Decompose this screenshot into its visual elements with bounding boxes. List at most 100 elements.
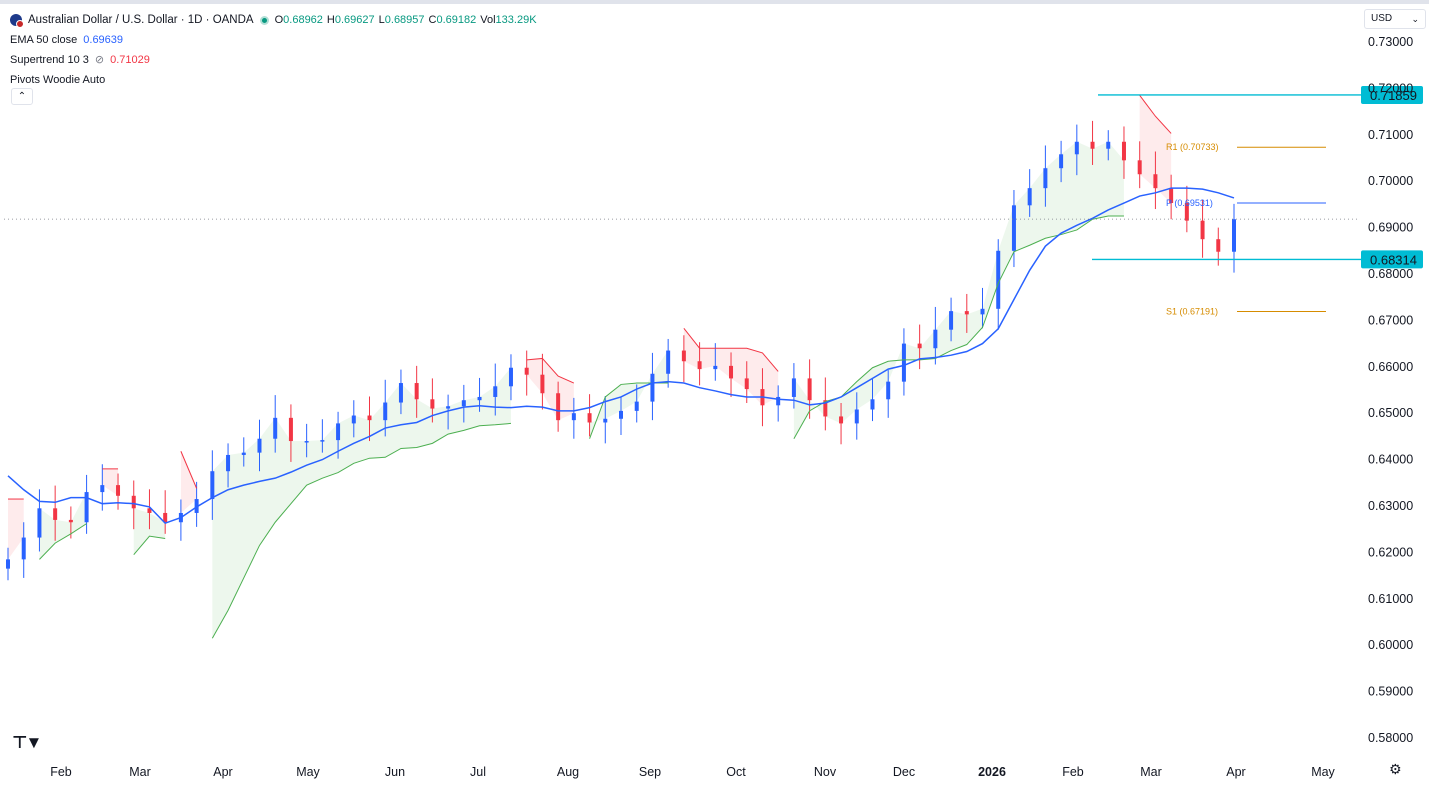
candle-body — [461, 400, 466, 407]
symbol-row[interactable]: Australian Dollar / U.S. Dollar · 1D · O… — [10, 10, 541, 30]
currency-label: USD — [1371, 13, 1393, 24]
currency-selector[interactable]: USD ⌄ — [1364, 9, 1426, 29]
candle-body — [6, 559, 10, 569]
collapse-legend-button[interactable]: ⌃ — [11, 88, 33, 105]
candle-body — [21, 537, 26, 560]
chart-legend: Australian Dollar / U.S. Dollar · 1D · O… — [10, 10, 541, 90]
supertrend-up-line — [211, 422, 512, 639]
ema-value: 0.69639 — [83, 34, 124, 46]
supertrend-down-line — [526, 357, 575, 384]
pivots-label: Pivots Woodie Auto — [10, 74, 106, 86]
y-tick-label: 0.64000 — [1368, 453, 1413, 467]
y-tick-label: 0.67000 — [1368, 313, 1413, 327]
candle-body — [367, 415, 372, 421]
supertrend-down-fill — [180, 451, 197, 513]
candle-body — [524, 367, 529, 375]
candle-body — [116, 485, 121, 496]
settings-link-icon: ⊘ — [94, 54, 105, 66]
candle-body — [320, 440, 325, 442]
supertrend-fills — [8, 95, 1172, 639]
candle-body — [446, 406, 451, 409]
candle-body — [84, 492, 89, 523]
x-tick-label: Apr — [1226, 765, 1245, 779]
candle-body — [729, 365, 734, 379]
ohlc-value: 0.69182 — [436, 14, 477, 26]
candle-body — [854, 409, 859, 424]
ohlc-key: L — [378, 14, 385, 26]
candle-body — [1200, 220, 1205, 240]
candle-body — [666, 350, 671, 374]
candle-body — [964, 311, 969, 315]
candle-body — [776, 396, 781, 406]
candle-body — [508, 367, 513, 387]
ohlc-key: O — [274, 14, 284, 26]
candle-body — [996, 250, 1001, 309]
supertrend-down-fill — [1139, 95, 1172, 204]
x-tick-label: Sep — [639, 765, 661, 779]
candle-body — [304, 441, 309, 443]
supertrend-value: 0.71029 — [110, 54, 150, 66]
candle-body — [744, 378, 749, 390]
supertrend-up-fill — [589, 350, 669, 439]
candle-body — [163, 512, 168, 523]
candle-body — [650, 373, 655, 402]
ohlc-value: 0.68962 — [283, 14, 323, 26]
x-tick-label: Feb — [50, 765, 72, 779]
candle-body — [697, 361, 702, 370]
x-tick-label: Mar — [1140, 765, 1162, 779]
x-tick-label: Dec — [893, 765, 915, 779]
x-tick-label: Nov — [814, 765, 837, 779]
candle-body — [37, 508, 42, 538]
candle-body — [1169, 188, 1174, 204]
supertrend-up-fill — [133, 508, 166, 555]
candle-body — [1137, 160, 1142, 175]
tradingview-logo-icon[interactable]: ⊤▼ — [12, 733, 42, 752]
legend-ema[interactable]: EMA 50 close 0.69639 — [10, 30, 541, 50]
supertrend-down-line — [683, 327, 779, 372]
candle-body — [619, 410, 623, 419]
candle-body — [571, 413, 576, 421]
y-tick-label: 0.61000 — [1368, 592, 1413, 606]
candle-body — [194, 499, 199, 513]
candle-body — [273, 417, 278, 439]
symbol-title: Australian Dollar / U.S. Dollar · 1D · O… — [28, 14, 254, 26]
candle-body — [603, 418, 608, 423]
candle-body — [351, 415, 356, 424]
level-price-label: 0.71859 — [1370, 88, 1417, 103]
ohlc-key: C — [428, 14, 437, 26]
candle-body — [414, 383, 419, 400]
y-tick-label: 0.63000 — [1368, 499, 1413, 513]
candle-body — [1184, 203, 1189, 221]
candle-body — [587, 413, 592, 423]
ohlc-value: 0.69627 — [334, 14, 375, 26]
supertrend-down-fill — [102, 468, 119, 496]
legend-pivots[interactable]: Pivots Woodie Auto — [10, 70, 541, 90]
candle-body — [226, 454, 231, 472]
legend-supertrend[interactable]: Supertrend 10 3 ⊘ 0.71029 — [10, 50, 541, 70]
candle-body — [556, 393, 561, 421]
pivot-label: R1 (0.70733) — [1166, 142, 1219, 152]
candle-body — [1090, 141, 1095, 149]
candle-body — [980, 308, 985, 315]
candle-body — [477, 396, 482, 401]
aud-usd-flag-icon — [10, 14, 24, 28]
supertrend-up-line — [39, 523, 87, 560]
candle-body — [933, 329, 938, 349]
candle-body — [1216, 239, 1221, 252]
candle-body — [634, 401, 639, 411]
supertrend-up-fill — [793, 141, 1124, 439]
candle-body — [147, 508, 152, 513]
x-tick-label: Aug — [557, 765, 579, 779]
y-tick-label: 0.70000 — [1368, 174, 1413, 188]
candle-body — [1011, 205, 1016, 251]
pivot-label: S1 (0.67191) — [1166, 307, 1218, 317]
candle-body — [241, 452, 246, 455]
gear-icon[interactable]: ⚙ — [1389, 761, 1402, 777]
level-price-tag — [1361, 250, 1423, 269]
pivot-levels: R1 (0.70733) P (0.69531) S1 (0.67191) 0.718… — [1092, 85, 1423, 317]
candle-body — [493, 386, 498, 397]
ema-line — [7, 187, 1235, 525]
supertrend-down-fill — [526, 358, 574, 421]
indicator-lines — [4, 95, 1358, 639]
